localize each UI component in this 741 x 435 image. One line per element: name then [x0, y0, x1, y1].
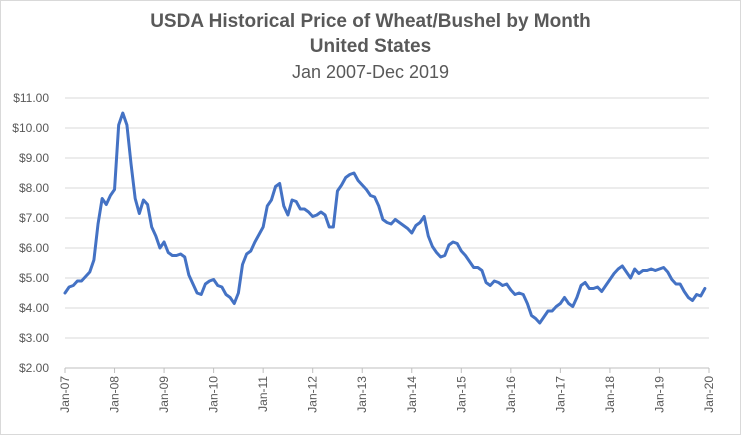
series-line — [63, 111, 707, 325]
x-tick-label: Jan-19 — [652, 376, 666, 413]
x-tick-label: Jan-10 — [207, 376, 221, 413]
x-tick-label: Jan-18 — [603, 376, 617, 413]
y-tick-label: $2.00 — [19, 361, 49, 375]
x-tick-label: Jan-13 — [355, 376, 369, 413]
gridlines — [65, 97, 709, 369]
y-axis-ticks: $2.00 $3.00 $4.00 $5.00 $6.00 $7.00 $8.00 $9.00… — [12, 91, 49, 375]
chart-title: USDA Historical Price of Wheat/Bushel by… — [150, 11, 591, 32]
y-tick-label: $7.00 — [19, 211, 49, 225]
x-tick-label: Jan-15 — [454, 376, 468, 413]
chart-subtitle: United States — [309, 36, 432, 57]
y-tick-label: $3.00 — [19, 331, 49, 345]
x-tick-label: Jan-11 — [256, 376, 270, 412]
x-tick-label: Jan-12 — [306, 376, 320, 413]
y-tick-label: $5.00 — [19, 271, 49, 285]
y-tick-label: $6.00 — [19, 241, 49, 255]
x-tick-label: Jan-07 — [58, 376, 72, 413]
y-tick-label: $11.00 — [13, 91, 49, 105]
x-tick-label: Jan-16 — [504, 376, 518, 413]
x-tick-label: Jan-20 — [702, 376, 716, 413]
x-tick-label: Jan-17 — [553, 376, 567, 413]
chart-titles: USDA Historical Price of Wheat/Bushel by… — [1, 9, 740, 85]
x-tick-label: Jan-09 — [157, 376, 171, 413]
x-tick-label: Jan-14 — [405, 376, 419, 413]
x-tick-label: Jan-08 — [108, 376, 122, 413]
y-tick-label: $10.00 — [12, 121, 49, 135]
y-tick-label: $9.00 — [19, 151, 49, 165]
x-axis-ticks: Jan-07 Jan-08 Jan-09 Jan-10 Jan-11 Jan-12 Jan-… — [58, 368, 716, 413]
y-tick-label: $4.00 — [19, 301, 49, 315]
chart-date-range: Jan 2007-Dec 2019 — [291, 62, 450, 82]
y-tick-label: $8.00 — [19, 181, 49, 195]
series-area — [63, 111, 707, 325]
